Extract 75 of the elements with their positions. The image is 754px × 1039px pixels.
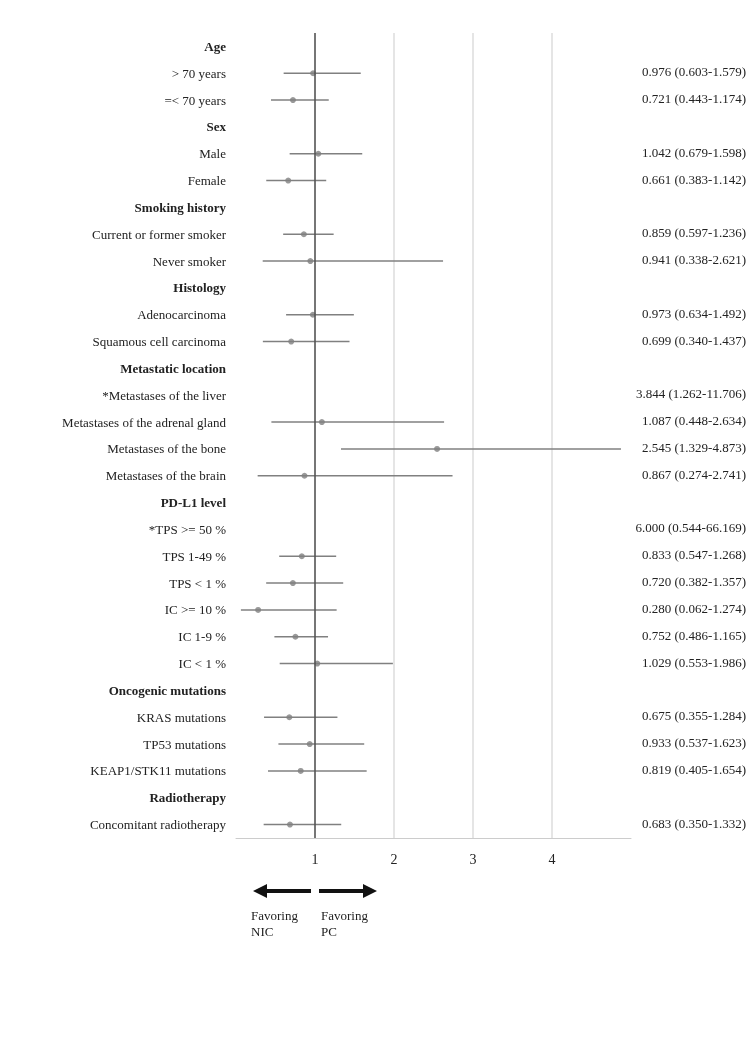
y-tick-label: *TPS >= 50 %	[148, 521, 227, 537]
point	[434, 445, 441, 452]
data-label: 0.661 (0.383-1.142)	[642, 171, 747, 187]
point	[301, 472, 308, 479]
data-label: 0.973 (0.634-1.492)	[642, 305, 747, 321]
data-label: 1.087 (0.448-2.634)	[642, 413, 747, 429]
y-tick-label: IC < 1 %	[178, 656, 227, 672]
text: Favoring PC	[321, 908, 368, 940]
y-tick-label: Oncogenic mutations	[108, 682, 226, 698]
point	[298, 553, 305, 560]
y-tick-label: TPS 1-49 %	[162, 548, 227, 564]
x-tick-label: 3	[469, 851, 477, 867]
x-tick-label: 1	[311, 851, 319, 867]
y-tick-label: PD-L1 level	[160, 495, 227, 511]
data-label: 0.941 (0.338-2.621)	[642, 252, 747, 268]
text: 3.844 (1.262-11.706)	[636, 386, 747, 402]
data-label: 0.699 (0.340-1.437)	[642, 332, 747, 348]
point	[300, 231, 307, 238]
y-tick-label: Sex	[206, 119, 227, 135]
data-label: 0.819 (0.405-1.654)	[642, 761, 747, 777]
data-label: 0.752 (0.486-1.165)	[642, 627, 747, 643]
data-label: 0.720 (0.382-1.357)	[642, 574, 747, 590]
data-label: 0.675 (0.355-1.284)	[642, 708, 747, 724]
y-tick-label: IC 1-9 %	[178, 629, 227, 645]
data-label: 0.933 (0.537-1.623)	[642, 735, 747, 751]
data-label: 0.683 (0.350-1.332)	[642, 815, 747, 831]
y-tick-label: > 70 years	[171, 65, 226, 81]
text: 6.000 (0.544-66.169)	[635, 520, 747, 536]
y-tick-label: Metastases of the adrenal gland	[62, 414, 227, 430]
data-label: 0.280 (0.062-1.274)	[642, 600, 747, 616]
point	[286, 821, 293, 828]
point	[289, 580, 296, 587]
data-label: 0.721 (0.443-1.174)	[642, 91, 747, 107]
data-label: 0.859 (0.597-1.236)	[642, 225, 747, 241]
data-label: 0.833 (0.547-1.268)	[642, 547, 747, 563]
data-label: 1.042 (0.679-1.598)	[642, 144, 747, 160]
y-tick-label: KRAS mutations	[136, 709, 226, 725]
y-tick-label: Never smoker	[152, 253, 227, 269]
x-tick-label: 4	[548, 851, 556, 867]
y-tick-label: Metastatic location	[120, 360, 227, 376]
y-tick-label: Male	[199, 146, 227, 162]
point	[307, 258, 314, 265]
point	[285, 177, 292, 184]
text: Favoring NIC	[251, 908, 298, 940]
y-tick-label: Age	[204, 38, 227, 54]
data-label: 1.029 (0.553-1.986)	[642, 654, 747, 670]
y-tick-label: =< 70 years	[164, 92, 226, 108]
point	[286, 714, 293, 721]
point	[255, 606, 262, 613]
y-tick-label: IC >= 10 %	[164, 602, 227, 618]
point	[306, 741, 313, 748]
point	[292, 633, 299, 640]
data-label: 2.545 (1.329-4.873)	[642, 439, 747, 455]
x-tick-label: 2	[390, 851, 398, 867]
data-label: 0.867 (0.274-2.741)	[642, 466, 747, 482]
y-tick-label: TP53 mutations	[143, 736, 226, 752]
y-tick-label: Female	[187, 173, 227, 189]
y-tick-label: TPS < 1 %	[169, 575, 227, 591]
point	[315, 150, 322, 157]
y-tick-label: Adenocarcinoma	[137, 307, 227, 323]
y-tick-label: Concomitant radiotherapy	[89, 817, 227, 833]
point	[297, 767, 304, 774]
y-tick-label: Metastases of the brain	[105, 468, 227, 484]
point	[288, 338, 295, 345]
y-tick-label: *Metastases of the liver	[102, 387, 227, 403]
point	[289, 97, 296, 104]
y-tick-label: KEAP1/STK11 mutations	[90, 763, 226, 779]
y-tick-label: Histology	[173, 280, 227, 296]
y-tick-label: Radiotherapy	[149, 790, 227, 806]
data-label: 0.976 (0.603-1.579)	[642, 64, 747, 80]
y-tick-label: Metastases of the bone	[107, 441, 227, 457]
y-tick-label: Current or former smoker	[92, 226, 227, 242]
y-tick-label: Squamous cell carcinoma	[92, 334, 227, 350]
point	[318, 419, 325, 426]
y-tick-label: Smoking history	[134, 199, 227, 215]
